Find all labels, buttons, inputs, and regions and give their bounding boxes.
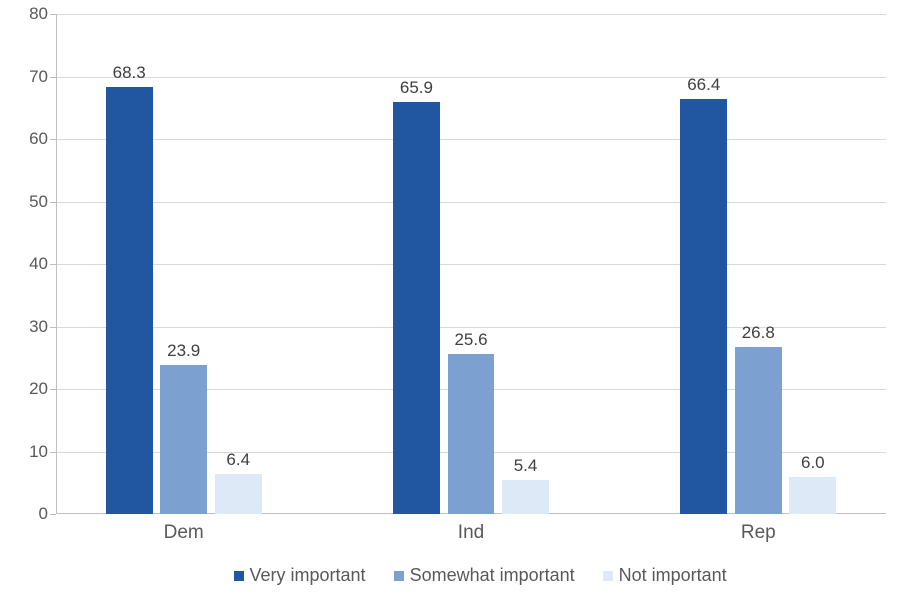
legend-swatch bbox=[394, 571, 404, 581]
x-tick-label: Ind bbox=[458, 514, 484, 544]
bar: 25.6 bbox=[448, 354, 495, 514]
plot-area: 0102030405060708068.323.96.465.925.65.46… bbox=[56, 14, 886, 514]
legend-item: Somewhat important bbox=[394, 565, 575, 586]
legend-swatch bbox=[603, 571, 613, 581]
legend-item: Not important bbox=[603, 565, 727, 586]
bar-value-label: 6.4 bbox=[226, 450, 250, 474]
legend-swatch bbox=[234, 571, 244, 581]
y-tick-label: 60 bbox=[29, 129, 56, 149]
x-tick-label: Dem bbox=[164, 514, 204, 544]
legend-item: Very important bbox=[234, 565, 366, 586]
y-tick-label: 30 bbox=[29, 317, 56, 337]
bar: 6.4 bbox=[215, 474, 262, 514]
bar-value-label: 23.9 bbox=[167, 341, 200, 365]
bar: 5.4 bbox=[502, 480, 549, 514]
bar: 65.9 bbox=[393, 102, 440, 514]
y-tick-label: 10 bbox=[29, 442, 56, 462]
legend-label: Not important bbox=[619, 565, 727, 586]
y-tick-label: 70 bbox=[29, 67, 56, 87]
bar: 68.3 bbox=[106, 87, 153, 514]
y-tick-label: 0 bbox=[39, 504, 56, 524]
bar: 6.0 bbox=[789, 477, 836, 515]
bar-value-label: 25.6 bbox=[454, 330, 487, 354]
bar-value-label: 68.3 bbox=[113, 63, 146, 87]
bar-groups: 68.323.96.465.925.65.466.426.86.0 bbox=[56, 14, 886, 514]
legend-label: Very important bbox=[250, 565, 366, 586]
bar-value-label: 5.4 bbox=[514, 456, 538, 480]
legend: Very important Somewhat important Not impo… bbox=[234, 565, 727, 586]
bar-value-label: 26.8 bbox=[742, 323, 775, 347]
bar: 23.9 bbox=[160, 365, 207, 514]
bar: 66.4 bbox=[680, 99, 727, 514]
bar-value-label: 65.9 bbox=[400, 78, 433, 102]
y-tick-label: 40 bbox=[29, 254, 56, 274]
bar-value-label: 6.0 bbox=[801, 453, 825, 477]
bar-value-label: 66.4 bbox=[687, 75, 720, 99]
y-tick-label: 50 bbox=[29, 192, 56, 212]
x-tick-label: Rep bbox=[741, 514, 776, 544]
legend-label: Somewhat important bbox=[410, 565, 575, 586]
y-tick-label: 20 bbox=[29, 379, 56, 399]
bar: 26.8 bbox=[735, 347, 782, 515]
y-tick-label: 80 bbox=[29, 4, 56, 24]
chart: 0102030405060708068.323.96.465.925.65.46… bbox=[0, 0, 913, 597]
